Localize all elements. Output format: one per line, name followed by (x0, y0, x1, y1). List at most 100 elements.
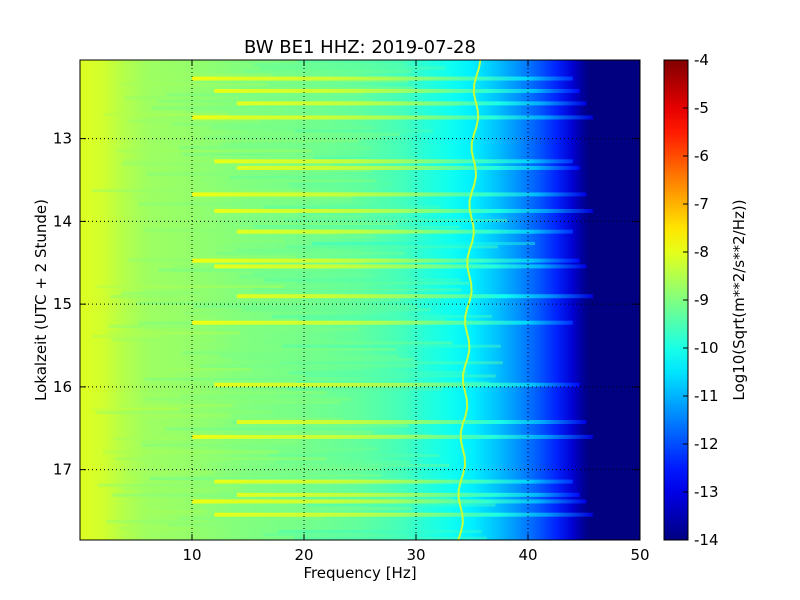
noise-stripe (262, 222, 396, 226)
noise-stripe (242, 308, 431, 312)
noise-stripe (288, 371, 468, 375)
spectrogram-image (80, 60, 640, 540)
x-tick-label: 20 (294, 546, 313, 564)
noise-stripe (291, 185, 378, 189)
noise-stripe (298, 318, 446, 322)
spectral-band (214, 88, 580, 93)
y-tick-label: 15 (53, 295, 72, 313)
colorbar-tick-label: -7 (694, 195, 709, 213)
noise-stripe (128, 119, 260, 123)
noise-stripe (254, 63, 406, 67)
noise-stripe (295, 281, 470, 285)
noise-stripe (215, 328, 359, 332)
noise-stripe (141, 444, 306, 447)
noise-stripe (196, 79, 408, 83)
spectral-band (214, 208, 593, 213)
noise-stripe (113, 437, 188, 441)
noise-stripe (296, 381, 489, 385)
noise-stripe (216, 252, 405, 255)
plot-frame (79, 59, 641, 541)
noise-stripe (263, 533, 381, 537)
colorbar-tick-label: -5 (694, 99, 709, 117)
noise-stripe (314, 156, 417, 159)
noise-stripe (184, 311, 262, 315)
noise-stripe (213, 430, 374, 434)
noise-stripe (272, 496, 454, 500)
colorbar-axis: -4 -5 -6 -7 -8 -9 -10 -11 -12 -13 -14 (683, 51, 719, 549)
noise-stripe (143, 397, 352, 401)
noise-stripe (268, 463, 450, 467)
noise-stripe (297, 212, 385, 216)
noise-stripe (96, 285, 284, 289)
spectral-band (236, 101, 587, 106)
y-tick-label: 14 (53, 212, 72, 230)
noise-stripe (185, 109, 284, 113)
noise-stripe (112, 493, 279, 497)
noise-stripe (222, 142, 345, 146)
x-axis-label: Frequency [Hz] (303, 564, 416, 582)
spectral-band (236, 229, 573, 234)
noise-stripe (303, 298, 401, 302)
noise-stripe (239, 348, 397, 351)
noise-stripe (133, 195, 353, 199)
noise-stripe (284, 218, 508, 222)
colorbar-tick-label: -6 (694, 147, 709, 165)
noise-stripe (114, 457, 327, 461)
noise-stripe (238, 275, 374, 279)
noise-stripe (294, 536, 487, 540)
noise-stripe (125, 96, 240, 100)
y-tick-label: 17 (53, 461, 72, 479)
noise-stripe (141, 440, 300, 444)
noise-stripe (165, 427, 345, 431)
noise-stripe (291, 215, 365, 219)
noise-stripe (158, 268, 311, 272)
colorbar-label: Log10(Sqrt(m**2/s**2/Hz)) (730, 199, 748, 400)
x-tick-label: 10 (182, 546, 201, 564)
spectral-band (192, 434, 593, 439)
noise-stripe (103, 450, 279, 454)
noise-stripe (92, 334, 161, 338)
noise-stripe (286, 245, 498, 249)
noise-stripe (305, 374, 496, 378)
noise-stripe (168, 523, 267, 527)
noise-stripe (106, 520, 186, 524)
noise-stripe (268, 453, 440, 457)
noise-stripe (179, 394, 277, 398)
noise-stripe (108, 324, 219, 328)
y-axis: 13 14 15 16 17 (53, 130, 640, 479)
colorbar-tick-label: -8 (694, 243, 709, 261)
colorbar-tick-label: -12 (694, 435, 719, 453)
colorbar-tick-label: -4 (694, 51, 709, 69)
noise-stripe (282, 344, 501, 348)
noise-stripe (178, 146, 371, 150)
noise-stripe (96, 410, 272, 414)
noise-stripe (108, 331, 241, 335)
noise-stripe (171, 367, 251, 371)
noise-stripe (149, 477, 365, 481)
noise-stripe (145, 73, 272, 77)
noise-stripe (273, 447, 379, 451)
x-tick-label: 50 (630, 546, 649, 564)
noise-stripe (166, 93, 365, 97)
noise-stripe (255, 235, 376, 239)
noise-stripe (244, 69, 412, 73)
spectral-line (457, 60, 482, 540)
noise-stripe (125, 470, 213, 474)
noise-stripe (275, 460, 410, 464)
noise-stripe (177, 516, 323, 520)
colorbar-tick-label: -13 (694, 483, 719, 501)
noise-stripe (121, 291, 202, 295)
spectral-band (236, 420, 587, 424)
noise-stripe (151, 391, 327, 395)
noise-stripe (259, 66, 446, 70)
noise-stripe (144, 377, 337, 381)
colorbar-tick-label: -14 (694, 531, 719, 549)
spectral-band (236, 492, 580, 497)
noise-stripe (123, 159, 263, 163)
spectral-band (192, 192, 587, 197)
spectral-band (214, 382, 580, 387)
colorbar-tick-label: -11 (694, 387, 719, 405)
spectral-band (192, 76, 573, 81)
noise-stripe (182, 351, 328, 355)
